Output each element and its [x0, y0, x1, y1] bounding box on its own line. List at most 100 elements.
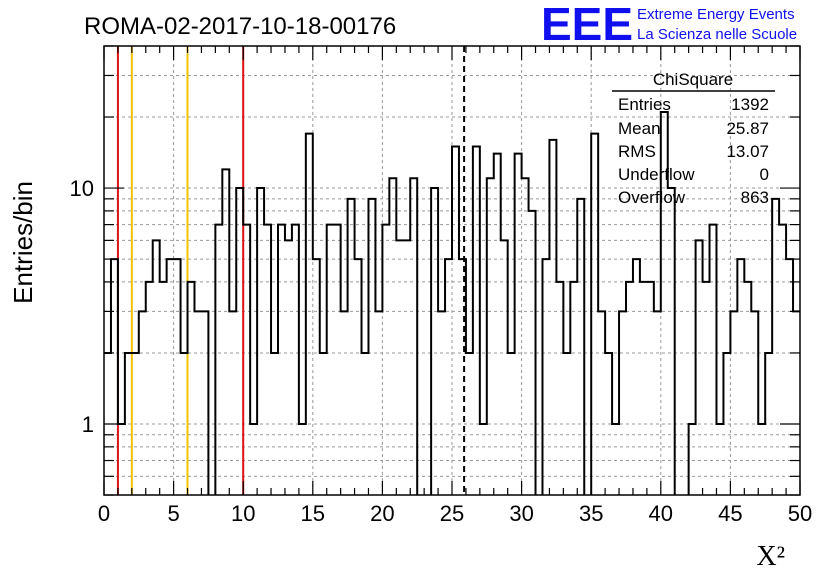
histogram-bin [619, 311, 626, 495]
y-axis: 1 10 [70, 45, 800, 496]
histogram-bin [139, 311, 146, 495]
histogram-bin [779, 225, 786, 495]
histogram-bin [751, 311, 758, 495]
stats-underflow-label: Underflow [618, 165, 695, 184]
histogram-bin [264, 225, 271, 495]
histogram-bin [257, 188, 264, 495]
histogram-bin [327, 225, 334, 495]
histogram-bin [285, 240, 292, 495]
histogram-bin [146, 282, 153, 495]
stats-box: ChiSquare Entries 1392 Mean 25.87 RMS 13… [612, 70, 775, 207]
histogram-bin [786, 259, 793, 495]
histogram-bin [292, 225, 299, 495]
histogram-bin [703, 282, 710, 495]
x-tick-label: 50 [788, 501, 812, 526]
histogram-series [104, 111, 800, 495]
histogram-bin [313, 259, 320, 495]
histogram-bin [160, 282, 167, 495]
x-tick-label: 35 [579, 501, 603, 526]
histogram-bin [382, 225, 389, 495]
histogram-bin [278, 225, 285, 495]
histogram-bin [348, 199, 355, 495]
histogram-bin [389, 178, 396, 495]
histogram-bin [515, 154, 522, 495]
histogram-bin [431, 188, 438, 495]
histogram-bin [730, 311, 737, 495]
histogram-bin [772, 199, 779, 495]
histogram-bin [549, 140, 556, 495]
y-tick-label: 1 [82, 412, 94, 437]
histogram-step-line [104, 111, 800, 495]
logo-line-2: La Scienza nelle Scuole [637, 26, 797, 43]
histogram-bin [368, 199, 375, 495]
histogram-bin [668, 188, 675, 495]
x-tick-label: 10 [231, 501, 255, 526]
histogram-bin [522, 178, 529, 495]
stats-rms-value: 13.07 [726, 142, 769, 161]
y-axis-label: Entries/bin [8, 181, 38, 304]
histogram-bin [111, 259, 118, 495]
x-tick-label: 40 [649, 501, 673, 526]
x-tick-label: 15 [301, 501, 325, 526]
histogram-bin [570, 282, 577, 495]
histogram-bin [487, 178, 494, 495]
histogram-bin [445, 259, 452, 495]
histogram-bin [737, 259, 744, 495]
histogram-bin [556, 282, 563, 495]
histogram-bin [410, 178, 417, 495]
histogram-bin [654, 311, 661, 495]
histogram-bin [494, 154, 501, 495]
stats-entries-value: 1392 [731, 95, 769, 114]
stats-overflow-value: 863 [741, 188, 769, 207]
histogram-bin [696, 240, 703, 495]
histogram-bin [167, 259, 174, 495]
histogram-bin [236, 188, 243, 495]
histogram-bin [229, 311, 236, 495]
reference-lines [116, 46, 466, 495]
histogram-bin [243, 225, 250, 495]
logo-mark: EEE [541, 0, 633, 50]
x-tick-label: 45 [718, 501, 742, 526]
histogram-bin [174, 259, 181, 495]
stats-mean-value: 25.87 [726, 119, 769, 138]
histogram-bin [355, 259, 362, 495]
chart-title: ROMA-02-2017-10-18-00176 [84, 13, 396, 40]
histogram-bin [598, 311, 605, 495]
histogram-bin [793, 311, 800, 495]
stats-underflow-value: 0 [760, 165, 769, 184]
histogram-bin [201, 311, 208, 495]
histogram-bin [640, 282, 647, 495]
x-tick-label: 20 [370, 501, 394, 526]
histogram-bin [744, 282, 751, 495]
histogram-bin [647, 282, 654, 495]
logo-line-1: Extreme Energy Events [637, 6, 795, 23]
histogram-bin [222, 169, 229, 495]
eee-logo: EEE Extreme Energy Events La Scienza nel… [541, 0, 797, 50]
histogram-bin [633, 259, 640, 495]
histogram-bin [577, 199, 584, 495]
histogram-bin [396, 240, 403, 495]
histogram-bin [153, 240, 160, 495]
stats-rms-label: RMS [618, 142, 656, 161]
histogram-bin [334, 225, 341, 495]
x-tick-label: 0 [98, 501, 110, 526]
stats-mean-label: Mean [618, 119, 661, 138]
x-tick-label: 25 [440, 501, 464, 526]
histogram-bin [501, 240, 508, 495]
x-axis-label: X² [756, 541, 785, 572]
x-tick-label: 5 [167, 501, 179, 526]
histogram-bin [403, 240, 410, 495]
x-tick-label: 30 [509, 501, 533, 526]
stats-overflow-label: Overflow [618, 188, 686, 207]
histogram-bin [194, 311, 201, 495]
histogram-bin [188, 282, 195, 495]
histogram-bin [626, 282, 633, 495]
x-axis: 0 5 10 15 20 25 30 35 40 45 50 [98, 46, 812, 526]
histogram-bin [542, 259, 549, 495]
histogram-bin [215, 225, 222, 495]
histogram-bin [438, 311, 445, 495]
stats-entries-label: Entries [618, 95, 671, 114]
histogram-bin [375, 311, 382, 495]
histogram-bin [710, 225, 717, 495]
